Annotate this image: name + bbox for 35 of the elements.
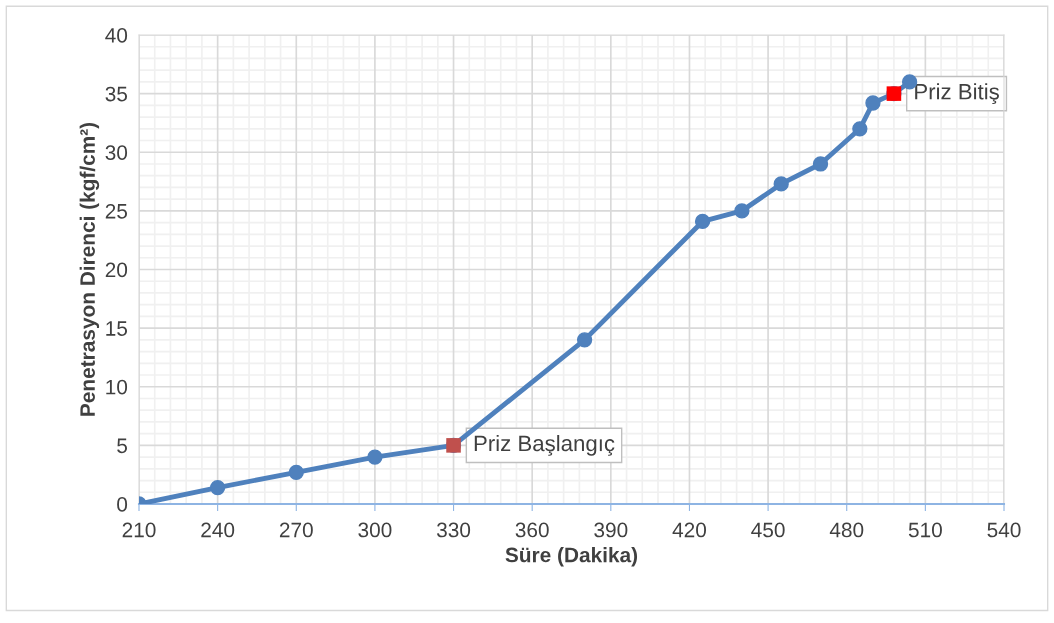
point: [773, 176, 789, 192]
x-tick-label: 240: [201, 522, 235, 538]
x-tick-label: 300: [358, 522, 392, 538]
x-tick-label: 450: [751, 522, 785, 538]
y-tick-label: 40: [105, 28, 128, 43]
x-tick-label: 270: [279, 522, 313, 538]
x-tick-label: 420: [672, 522, 707, 538]
y-tick-label: 15: [106, 321, 128, 336]
y-tick-label: 5: [117, 438, 128, 454]
x-tick-label: 510: [908, 522, 942, 538]
x-tick-label: 480: [829, 522, 864, 538]
point: [865, 95, 881, 111]
y-tick-label: 10: [106, 379, 128, 395]
x-tick-label: 330: [436, 522, 471, 538]
y-tick-label: 35: [105, 86, 128, 102]
point: [734, 203, 750, 219]
point: [288, 464, 304, 480]
point: [852, 121, 868, 137]
x-tick-label: 360: [515, 522, 549, 538]
y-axis-title: Penetrasyon Direnci (kgf/cm²): [79, 122, 100, 416]
y-tick-label: 0: [117, 497, 128, 512]
x-tick-label: 540: [987, 522, 1021, 538]
point: [367, 449, 383, 465]
x-tick-label: 210: [122, 522, 156, 538]
y-tick-label: 30: [105, 145, 128, 160]
point: [576, 332, 593, 348]
point: [812, 156, 829, 172]
annotation: Priz Başlangıç: [474, 434, 615, 456]
annotation: Priz Bitiş: [915, 83, 999, 105]
point: [209, 479, 226, 496]
y-tick-label: 25: [105, 203, 128, 219]
x-axis-title: Süre (Dakika): [505, 547, 638, 567]
point: [694, 213, 711, 230]
x-tick-label: 390: [594, 522, 628, 538]
y-tick-label: 20: [105, 262, 128, 278]
